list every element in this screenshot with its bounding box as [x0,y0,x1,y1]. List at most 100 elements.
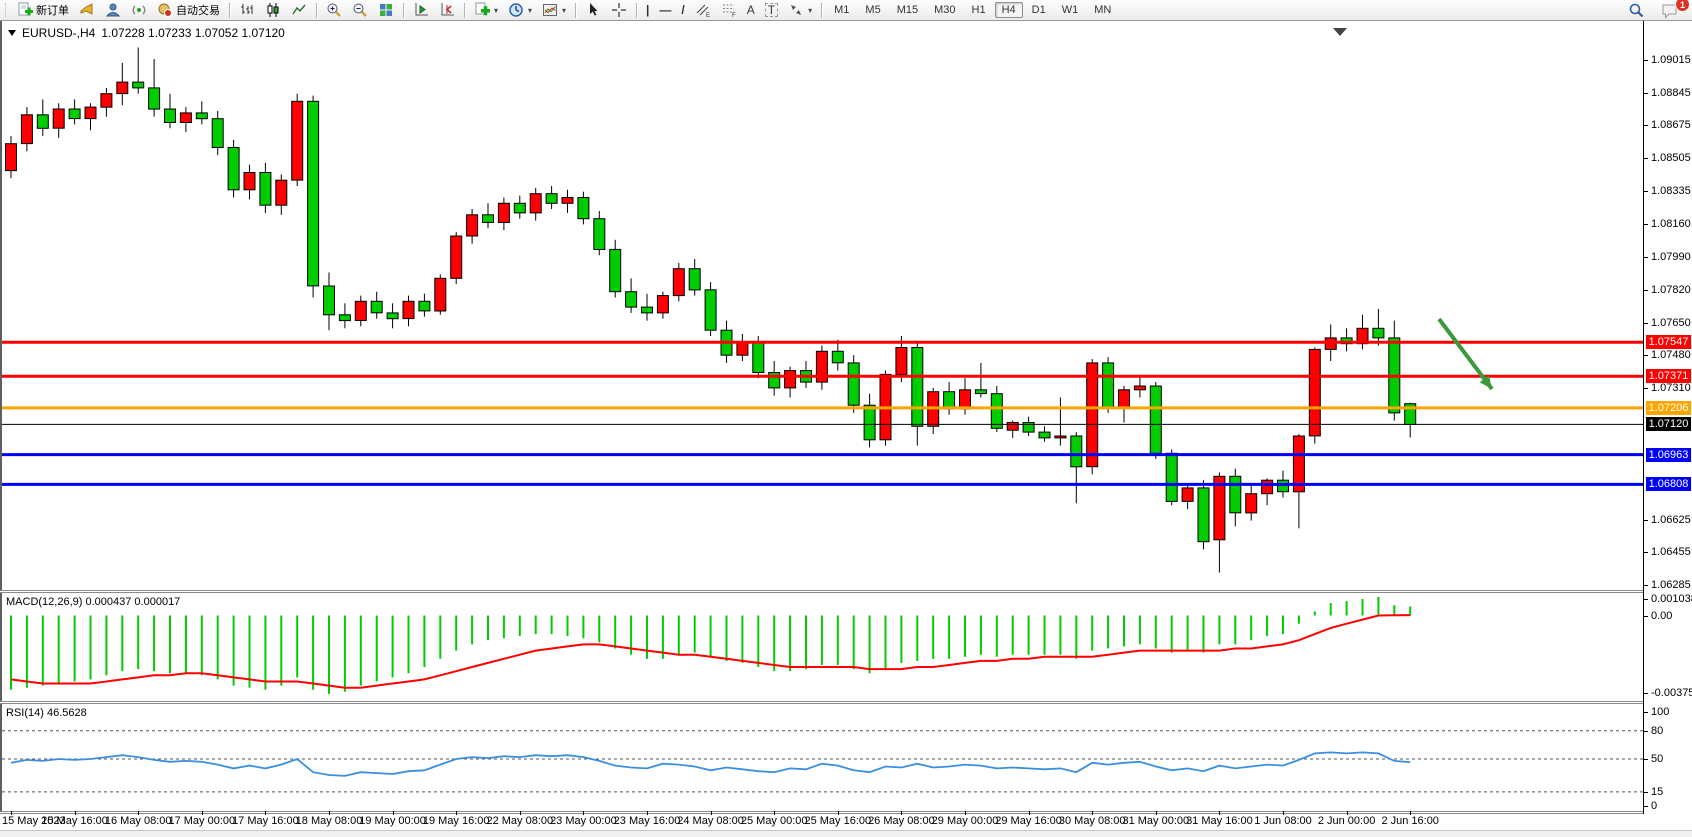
timeframe-button-H4[interactable]: H4 [994,2,1023,18]
candle-body [84,106,97,120]
candlestick-chart-button[interactable] [260,0,286,20]
candle-body [1165,452,1178,502]
toolbar-separator [316,2,317,18]
tile-windows-icon [380,4,392,16]
announcement-button[interactable] [74,0,100,20]
candle-body [434,277,447,312]
periods-button[interactable]: ▾ [503,0,537,20]
templates-button[interactable]: ▾ [537,0,571,20]
bar-chart-button[interactable] [234,0,260,20]
candle-body [1245,493,1258,514]
horizontal-line-tool-button[interactable]: — [654,0,676,20]
macd-chart[interactable] [2,593,1643,701]
rsi-tick-label: 15 [1651,785,1664,798]
time-axis[interactable]: 15 May 2023 15 May 16:00 16 May 08:00 17 Ma… [0,814,1692,830]
candle-body [68,108,81,120]
vertical-line-tool-button[interactable]: | [641,0,654,20]
fibonacci-tool-button[interactable]: F [716,0,742,20]
auto-scroll-button[interactable] [408,0,434,20]
axis-tick-mark [1644,355,1648,357]
rsi-tick-label: 50 [1651,753,1664,765]
chart-area [0,21,1643,830]
chart-shift-icon [441,3,454,16]
candle-body [418,300,431,312]
chart-shift-marker [1333,28,1347,36]
price-tick-label: 1.08335 [1651,184,1691,197]
axis-tick-mark [1644,599,1648,600]
timeframe-button-M1[interactable]: M1 [834,4,850,16]
timeframe-button-MN[interactable]: MN [1094,4,1112,16]
arrows-icon [791,5,802,15]
search-button[interactable] [1623,0,1650,20]
price-axis[interactable]: 1.09015 1.08845 1.08675 1.08505 1.08335 1.081… [1643,21,1692,830]
macd-indicator-label: MACD(12,26,9) 0.000437 0.000017 [6,596,180,608]
timeframe-button-M15[interactable]: M15 [896,4,919,16]
line-chart-icon [292,4,306,15]
add-indicator-button[interactable]: ▾ [469,0,503,20]
price-level-badge: 1.07206 [1646,400,1691,415]
candle-body [1292,435,1305,493]
auto-trading-button[interactable]: 自动交易 [152,0,225,20]
profile-button[interactable] [100,0,126,20]
signal-button[interactable] [126,0,152,20]
candle-body [1070,435,1083,468]
candle-body [1102,362,1115,408]
line-chart-button[interactable] [286,0,312,20]
candle-body [1213,475,1226,541]
candle-body [402,300,415,320]
time-axis-label: 29 May 00:00 [931,815,999,827]
symbol-dropdown-icon[interactable] [8,30,16,36]
chart-shift-button[interactable] [434,0,460,20]
cursor-tool-button[interactable] [580,0,606,20]
time-axis-label: 19 May 00:00 [359,815,426,827]
axis-tick-mark [1644,92,1648,94]
time-tick-mark [138,811,140,815]
timeframe-button-D1[interactable]: D1 [1031,4,1046,16]
timeframe-button-W1[interactable]: W1 [1061,4,1079,16]
zoom-in-button[interactable] [321,0,347,20]
timeframe-button-M5[interactable]: M5 [865,4,881,16]
candle-body [577,197,590,220]
main-price-chart[interactable] [2,21,1643,590]
crosshair-tool-button[interactable] [606,0,632,20]
candle-body [20,114,33,145]
channel-tool-button[interactable]: E [690,0,716,20]
notifications-button[interactable]: 1 [1656,0,1690,20]
price-tick-label: 1.06285 [1651,579,1691,591]
candle-body [243,172,256,191]
fibonacci-icon: F [722,4,736,18]
candle-body [959,389,971,410]
time-axis-label: 25 May 16:00 [804,815,872,827]
axis-tick-mark [1644,791,1648,793]
tile-windows-button[interactable] [373,0,399,20]
price-level-badge: 1.07371 [1646,369,1691,384]
panel-separator[interactable] [0,590,1692,593]
price-tick-label: 1.07650 [1651,316,1691,329]
rsi-chart[interactable] [2,704,1643,811]
candle-body [179,112,192,124]
toolbar-separator [229,2,230,18]
candle-body [482,214,494,224]
ohlc-values: 1.07228 1.07233 1.07052 1.07120 [101,26,285,40]
time-tick-mark [837,811,839,815]
axis-tick-mark [1644,289,1648,291]
timeframe-button-M30[interactable]: M30 [934,4,956,16]
time-axis-label: 24 May 08:00 [677,815,744,827]
candle-body [911,347,924,427]
panel-separator[interactable] [0,701,1692,704]
candle-body [307,100,320,287]
candle-body [100,93,113,108]
text-label-tool-button[interactable]: T [760,0,783,20]
time-tick-mark [965,811,966,815]
new-order-button[interactable]: 新订单 [12,0,74,20]
axis-tick-mark [1644,552,1648,554]
text-tool-button[interactable]: A [742,0,760,20]
timeframe-button-H1[interactable]: H1 [971,4,986,16]
axis-tick-mark [1644,60,1648,61]
rsi-line [10,751,1411,777]
trendline-tool-button[interactable]: / [676,0,689,20]
horizontal-line-icon: — [659,3,672,17]
arrows-tool-button[interactable]: ▾ [783,0,817,20]
candle-body [974,389,987,395]
zoom-out-button[interactable] [347,0,373,20]
